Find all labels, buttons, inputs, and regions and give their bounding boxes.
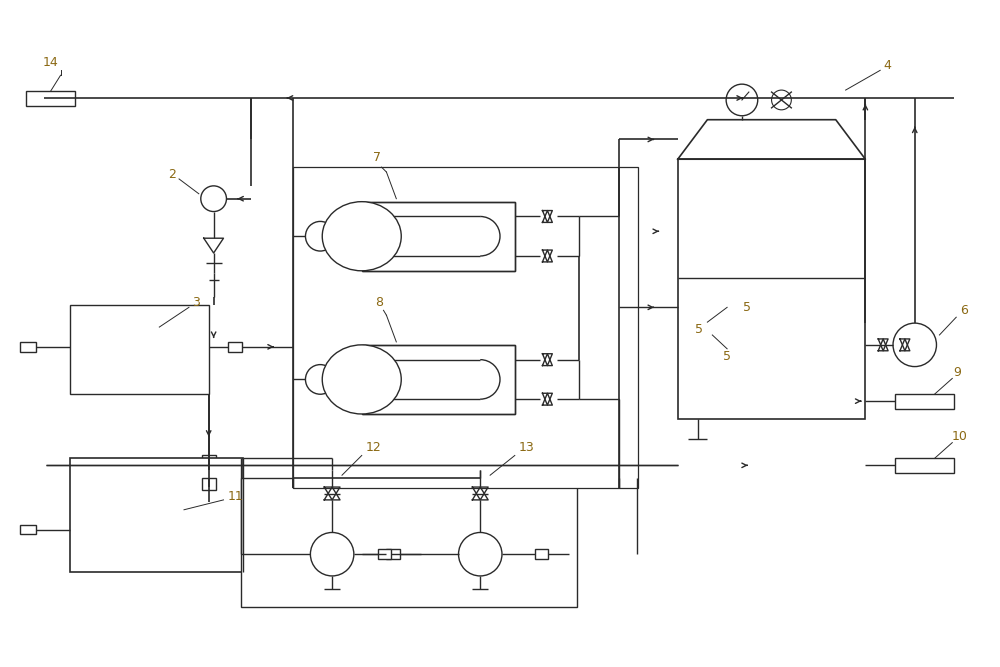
Circle shape [893, 323, 936, 367]
Bar [293, 167, 638, 488]
Bar [535, 549, 548, 559]
Text: 13: 13 [519, 441, 535, 454]
Text: 4: 4 [883, 59, 891, 72]
Circle shape [305, 221, 335, 251]
Bar [895, 394, 954, 409]
Bar [20, 524, 36, 534]
Bar [386, 549, 400, 559]
Bar [70, 305, 209, 394]
Bar [362, 345, 515, 414]
Text: 3: 3 [192, 296, 200, 309]
Bar [202, 456, 216, 468]
Text: 5: 5 [723, 350, 731, 364]
Ellipse shape [322, 201, 401, 271]
Circle shape [305, 365, 335, 394]
Text: 5: 5 [695, 323, 703, 336]
Circle shape [310, 532, 354, 576]
Ellipse shape [322, 345, 401, 414]
Text: 6: 6 [960, 303, 968, 317]
Text: 11: 11 [227, 490, 243, 504]
Text: 9: 9 [953, 366, 961, 379]
Bar [202, 478, 216, 490]
Bar [228, 342, 242, 352]
Text: 14: 14 [43, 56, 59, 69]
Bar [70, 458, 243, 572]
Bar [20, 342, 36, 352]
Bar [678, 159, 865, 419]
Text: 5: 5 [743, 301, 751, 314]
Circle shape [459, 532, 502, 576]
Bar [378, 549, 391, 559]
Bar [895, 458, 954, 473]
Text: 8: 8 [376, 296, 384, 309]
Text: 10: 10 [951, 430, 967, 443]
Text: 7: 7 [373, 151, 381, 163]
Text: 2: 2 [168, 167, 176, 181]
Text: 12: 12 [366, 441, 381, 454]
Bar [241, 478, 577, 606]
Circle shape [772, 90, 791, 110]
Circle shape [201, 186, 226, 211]
Bar [26, 91, 75, 106]
Bar [362, 201, 515, 271]
Circle shape [726, 84, 758, 116]
